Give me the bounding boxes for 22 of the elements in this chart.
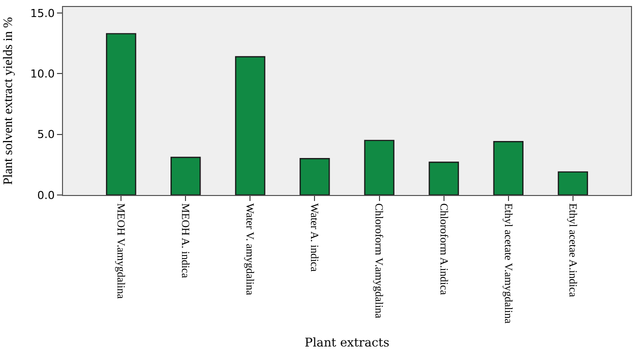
x-axis-title: Plant extracts — [304, 335, 390, 350]
y-axis-title: Plant solvent extract yields in % — [0, 16, 15, 185]
bar — [235, 56, 266, 195]
x-tick-label: Chloroform A.indica — [437, 203, 450, 295]
x-tick-label: Water V. amygdalina — [244, 203, 256, 296]
x-tick-label: MEOH V.amygdalina — [114, 203, 127, 299]
bar — [493, 141, 524, 195]
bar — [428, 162, 459, 195]
y-tick-label: 0.0 — [37, 188, 55, 202]
bar — [364, 140, 394, 195]
x-tick-label: Water A. indica — [308, 203, 320, 272]
x-tick-label: MEOH A. indica — [179, 203, 192, 278]
y-tick-label: 10.0 — [30, 68, 55, 81]
bar — [106, 33, 136, 195]
x-tick-label: Ethyl acetate V.amygdalina — [502, 203, 514, 324]
x-tick-label: Ethyl acetae A.indica — [566, 203, 578, 298]
y-tick-label: 5.0 — [37, 128, 55, 142]
bar — [170, 156, 201, 195]
y-tick-label: 15.0 — [30, 6, 55, 20]
x-tick-label: Chloroform V.amygdalina — [372, 203, 385, 318]
bar — [300, 158, 330, 195]
bar — [558, 171, 588, 195]
